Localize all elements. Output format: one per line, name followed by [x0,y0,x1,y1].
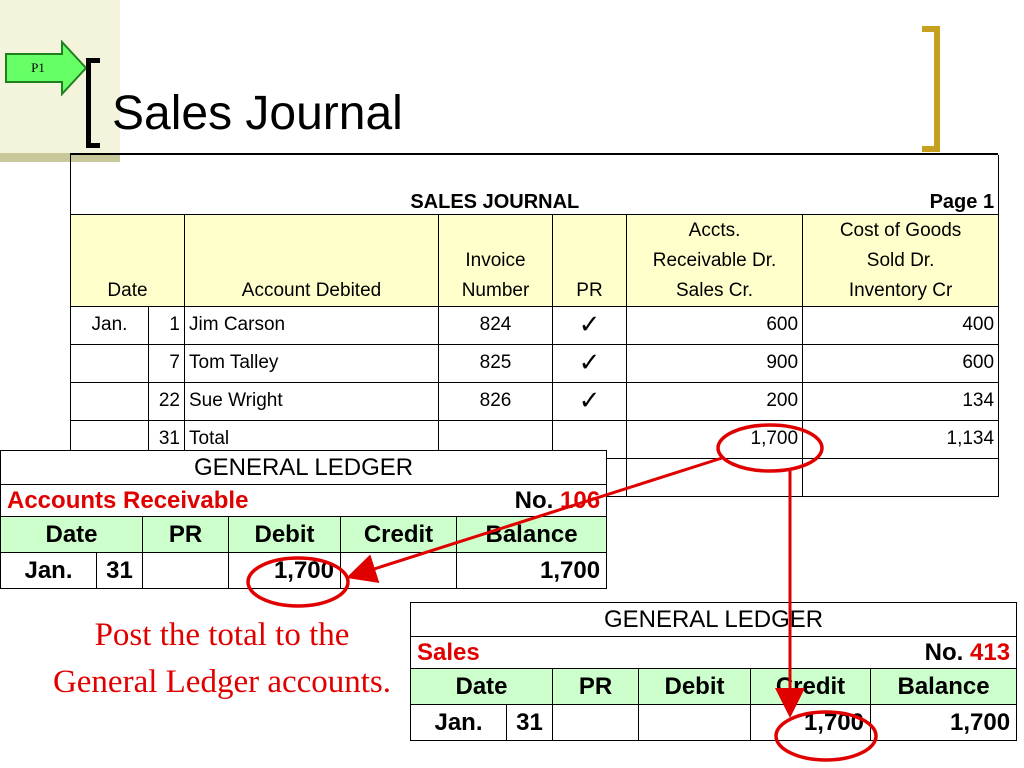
ledger-month: Jan. [0,552,97,589]
row-account: Sue Wright [184,381,439,421]
ledger-account-number: No. 413 [750,636,1018,669]
ledger-balance: 1,700 [455,552,608,589]
ledger-credit [340,552,457,589]
sales-journal-page: Page 1 [929,190,995,213]
ledger-month: Jan. [410,704,507,741]
table-row: 22 Sue Wright 826 ✓ 200 134 [70,381,1000,421]
ledger-col-date: Date [410,668,553,705]
row-pr-check-icon: ✓ [552,305,627,345]
row-cogs-amount: 600 [802,343,1000,383]
header-cost-of-goods: Cost of Goods Sold Dr. Inventory Cr [802,213,1000,307]
ledger-credit: 1,700 [750,704,871,741]
ledger-col-debit: Debit [638,668,751,705]
row-account: Jim Carson [184,305,439,345]
ledger-day: 31 [506,704,553,741]
row-day: 22 [148,381,185,421]
header-invoice-number: Invoice Number [438,213,553,307]
header-date: Date [70,213,185,307]
header-account-debited: Account Debited [184,213,439,307]
ledger-account-name: Sales [410,636,751,669]
ledger-debit [638,704,751,741]
row-pr-check-icon: ✓ [552,381,627,421]
sales-journal-header-row: Date Account Debited Invoice Number PR Ac… [70,213,1000,307]
row-account: Tom Talley [184,343,439,383]
page-title: Sales Journal [112,87,403,140]
table-row: 7 Tom Talley 825 ✓ 900 600 [70,343,1000,383]
header-accts-receivable: Accts. Receivable Dr. Sales Cr. [625,213,804,307]
row-invoice: 825 [438,343,553,383]
title-bracket-right [922,26,940,152]
ledger-col-pr: PR [552,668,639,705]
ledger-title: GENERAL LEDGER [409,602,1018,637]
general-ledger-accounts-receivable: GENERAL LEDGER Accounts Receivable No. 1… [0,450,608,589]
total-cogs-amount: 1,134 [802,419,1000,459]
row-ar-amount: 600 [625,305,804,345]
ledger-col-credit: Credit [750,668,871,705]
row-day: 1 [148,305,185,345]
row-cogs-amount: 134 [802,381,1000,421]
posting-instruction-note: Post the total to the General Ledger acc… [52,617,392,700]
row-pr-check-icon: ✓ [552,343,627,383]
row-cogs-amount: 400 [802,305,1000,345]
sales-journal-title: SALES JOURNAL [410,190,580,213]
page-marker-arrow-icon [5,40,88,96]
ledger-col-pr: PR [142,516,229,553]
row-month [70,381,149,421]
table-row: Jan. 1 Jim Carson 824 ✓ 600 400 [70,305,1000,345]
ledger-title: GENERAL LEDGER [0,450,608,485]
header-pr: PR [552,213,627,307]
title-divider [70,153,998,155]
ledger-day: 31 [96,552,143,589]
ledger-col-debit: Debit [228,516,341,553]
sales-journal-table: SALES JOURNAL Page 1 Date Account Debite… [69,155,1000,497]
sales-journal-title-row: SALES JOURNAL Page 1 [69,155,1000,214]
page-marker-label: P1 [31,60,45,75]
row-ar-amount: 200 [625,381,804,421]
row-day: 7 [148,343,185,383]
ledger-col-date: Date [0,516,143,553]
ledger-col-balance: Balance [455,516,608,553]
row-invoice: 824 [438,305,553,345]
row-ar-amount: 900 [625,343,804,383]
ledger-col-credit: Credit [340,516,457,553]
row-month [70,343,149,383]
ledger-balance: 1,700 [869,704,1018,741]
ledger-col-balance: Balance [869,668,1018,705]
ledger-account-name: Accounts Receivable [0,484,341,517]
ledger-pr [552,704,639,741]
ledger-pr [142,552,229,589]
decorative-line [0,153,120,162]
title-bracket-left [86,58,100,148]
total-ar-amount: 1,700 [625,419,804,459]
general-ledger-sales: GENERAL LEDGER Sales No. 413 Date PR Deb… [409,602,1018,741]
row-month: Jan. [70,305,149,345]
ledger-account-number: No. 106 [340,484,608,517]
ledger-debit: 1,700 [228,552,341,589]
row-invoice: 826 [438,381,553,421]
